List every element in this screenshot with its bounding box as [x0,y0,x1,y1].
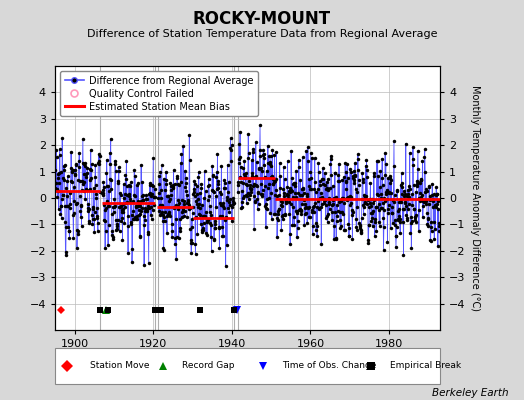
Text: Record Gap: Record Gap [182,362,235,370]
Text: Empirical Break: Empirical Break [390,362,461,370]
Text: ROCKY-MOUNT: ROCKY-MOUNT [193,10,331,28]
Text: Difference of Station Temperature Data from Regional Average: Difference of Station Temperature Data f… [87,29,437,39]
Text: Time of Obs. Change: Time of Obs. Change [282,362,377,370]
Legend: Difference from Regional Average, Quality Control Failed, Estimated Station Mean: Difference from Regional Average, Qualit… [60,71,258,116]
Y-axis label: Monthly Temperature Anomaly Difference (°C): Monthly Temperature Anomaly Difference (… [470,85,480,311]
Text: Berkeley Earth: Berkeley Earth [432,388,508,398]
Text: Station Move: Station Move [90,362,149,370]
